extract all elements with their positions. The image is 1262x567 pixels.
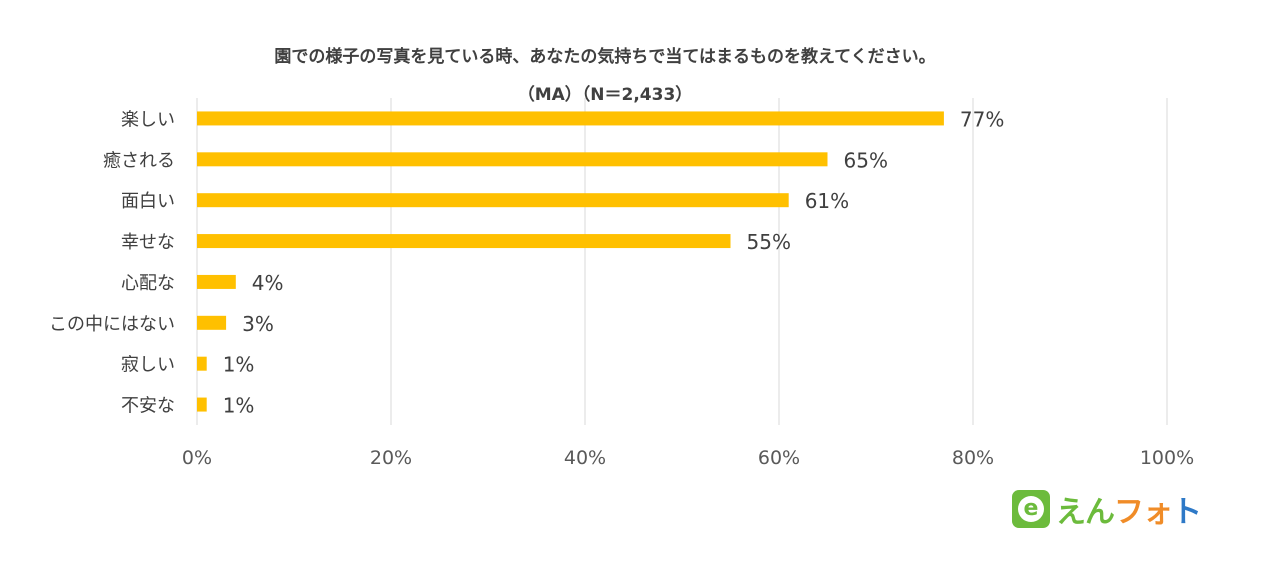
category-label: 癒される	[103, 150, 175, 171]
data-label: 61%	[805, 189, 849, 213]
data-label: 1%	[223, 353, 255, 377]
category-label: 寂しい	[121, 355, 175, 376]
category-label: この中にはない	[49, 314, 175, 335]
x-tick-label: 100%	[1140, 447, 1194, 469]
data-label: 77%	[960, 107, 1004, 131]
bar	[197, 315, 227, 330]
bar	[197, 193, 789, 208]
bar	[197, 356, 207, 371]
category-label: 面白い	[121, 191, 175, 212]
x-tick-label: 40%	[564, 447, 606, 469]
x-tick-label: 80%	[952, 447, 994, 469]
logo-text-part-2: フォ	[1114, 495, 1173, 530]
data-label: 65%	[844, 148, 888, 172]
bar	[197, 152, 828, 167]
logo-text-part-1: えん	[1056, 495, 1115, 530]
category-label: 心配な	[121, 273, 175, 294]
data-label: 4%	[252, 271, 284, 295]
bar	[197, 234, 731, 249]
category-label: 不安な	[121, 396, 175, 417]
data-label: 3%	[242, 312, 274, 336]
enphoto-logo: e えんフォト	[1012, 486, 1202, 532]
bar	[197, 274, 236, 289]
logo-text-part-3: ト	[1172, 495, 1202, 530]
category-label: 楽しい	[121, 109, 175, 130]
x-tick-label: 20%	[370, 447, 412, 469]
logo-badge-letter: e	[1018, 496, 1044, 522]
data-label: 1%	[223, 394, 255, 418]
x-tick-label: 60%	[758, 447, 800, 469]
category-label: 幸せな	[121, 232, 175, 253]
data-label: 55%	[747, 230, 791, 254]
bar	[197, 397, 207, 412]
x-tick-label: 0%	[182, 447, 212, 469]
chart-subtitle: （MA）（N＝2,433）	[517, 85, 693, 105]
chart-title: 園での様子の写真を見ている時、あなたの気持ちで当てはまるものを教えてください。	[274, 47, 936, 67]
bar	[197, 111, 944, 126]
logo-badge-icon: e	[1012, 490, 1050, 528]
logo-text: えんフォト	[1056, 487, 1202, 531]
